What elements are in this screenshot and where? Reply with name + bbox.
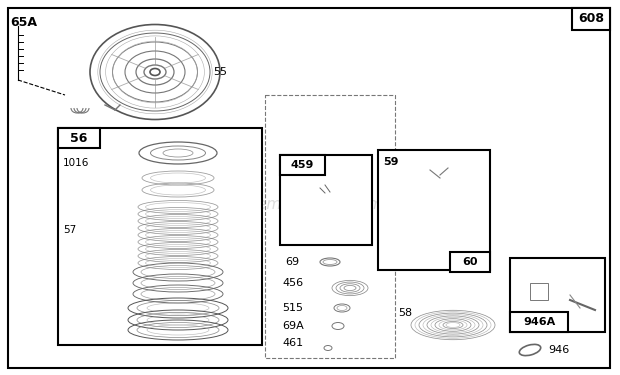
Bar [450, 252, 490, 272]
Text: 57: 57 [63, 225, 76, 235]
Text: 65A: 65A [10, 16, 37, 29]
Text: 459: 459 [290, 160, 314, 170]
Bar [572, 8, 610, 30]
Bar [265, 95, 395, 358]
Bar [280, 155, 325, 175]
Text: 59: 59 [383, 157, 399, 167]
Bar [58, 128, 262, 345]
Bar [280, 155, 372, 245]
Bar [510, 258, 605, 332]
Bar [378, 150, 490, 270]
Bar [510, 312, 568, 332]
Text: 56: 56 [70, 132, 87, 144]
Text: 60: 60 [463, 257, 478, 267]
Text: 69A: 69A [282, 321, 304, 331]
Text: 69: 69 [285, 257, 299, 267]
Text: eReplacementParts.com: eReplacementParts.com [197, 198, 383, 213]
Text: 946: 946 [548, 345, 569, 355]
Text: 456: 456 [282, 278, 303, 288]
Text: 58: 58 [398, 308, 412, 318]
Text: 608: 608 [578, 12, 604, 26]
Text: 461: 461 [282, 338, 303, 348]
Bar [530, 283, 548, 300]
Text: 946A: 946A [523, 317, 555, 327]
Text: 515: 515 [282, 303, 303, 313]
Bar [58, 128, 100, 148]
Text: 55: 55 [213, 67, 227, 77]
Text: 1016: 1016 [63, 158, 89, 168]
